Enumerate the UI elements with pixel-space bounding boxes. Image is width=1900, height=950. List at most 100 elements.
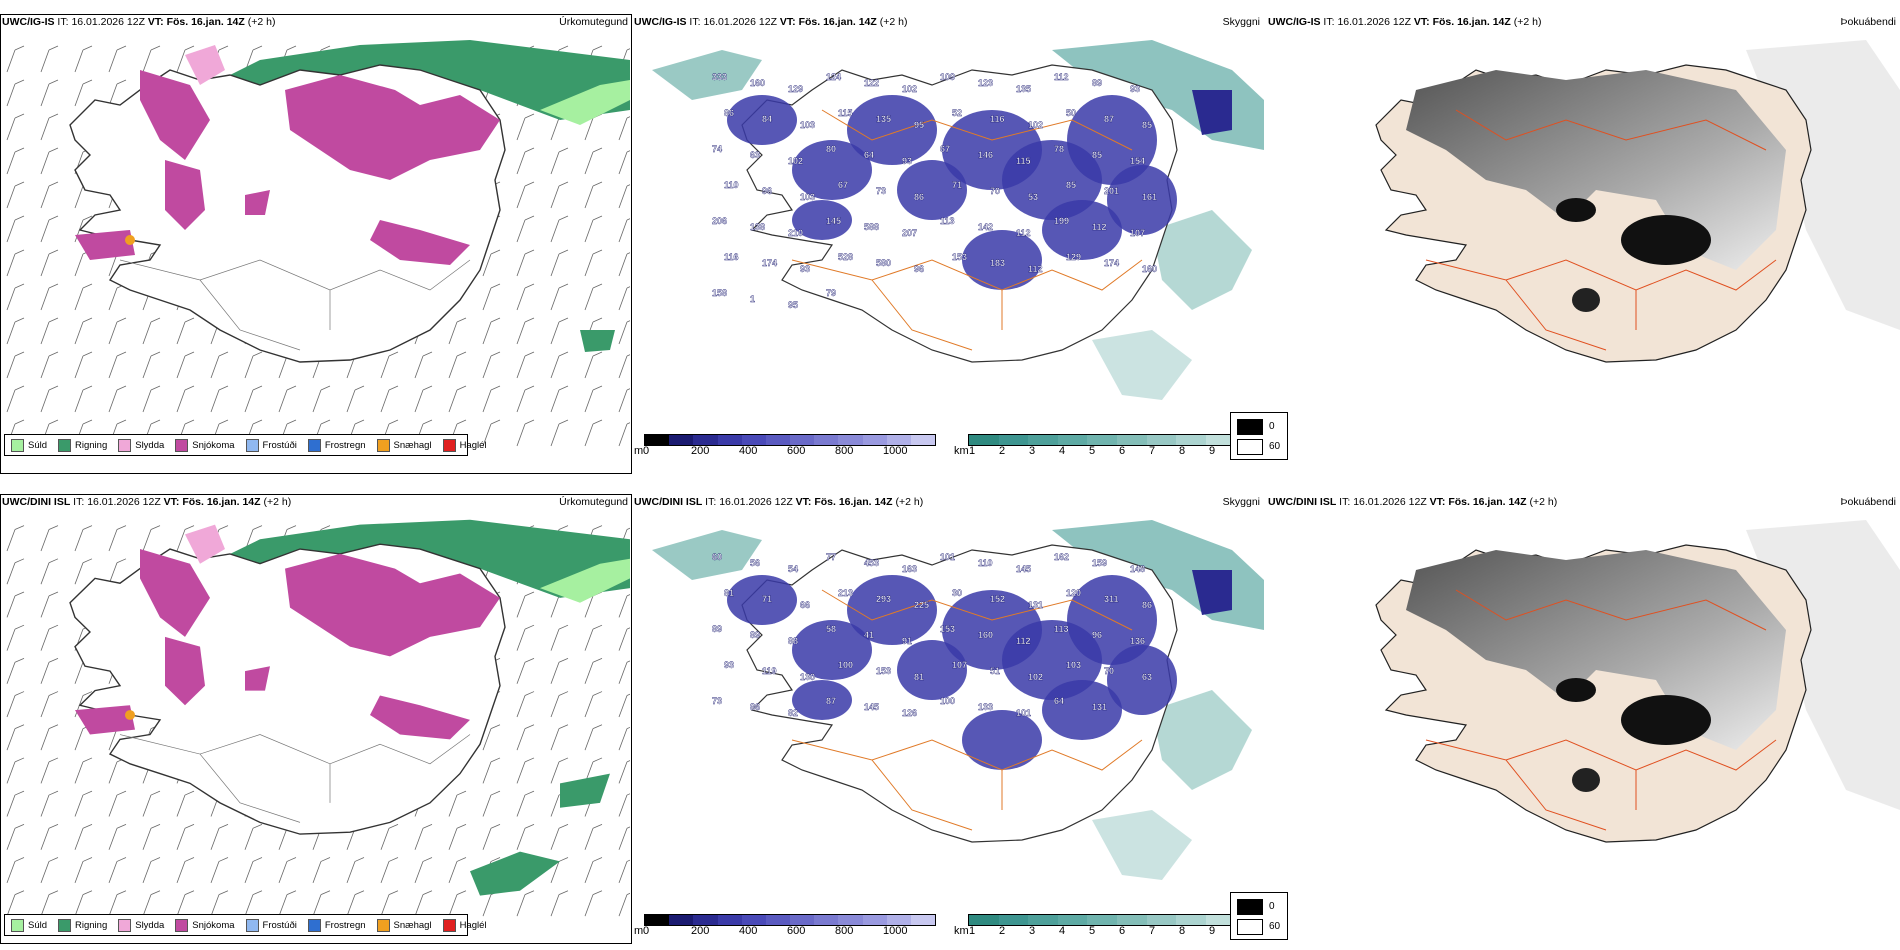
wind-barb xyxy=(278,385,297,413)
init-label: IT: xyxy=(73,496,85,508)
cloud-base-area xyxy=(1042,200,1122,260)
legend-item: Rigning xyxy=(58,918,107,932)
cloud-base-label: 50 xyxy=(1066,108,1076,118)
cloud-base-label: 64 xyxy=(864,150,874,160)
colorbar-segment xyxy=(910,435,936,445)
cloud-base-label: 100 xyxy=(940,696,955,706)
cloud-base-label: 580 xyxy=(876,258,891,268)
cloud-base-label: 109 xyxy=(940,72,955,82)
wind-barb xyxy=(516,317,535,345)
colorbar-segment xyxy=(717,915,742,925)
cloud-header: UWC/IG-IS IT: 16.01.2026 12Z VT: Fös. 16… xyxy=(632,14,1264,30)
snow-area xyxy=(370,695,470,740)
colorbar-segment xyxy=(790,435,815,445)
wind-barb xyxy=(584,419,603,447)
cloud-panel-row2: UWC/DINI ISL IT: 16.01.2026 12Z VT: Fös.… xyxy=(632,494,1266,944)
fog-min-swatch xyxy=(1237,439,1263,455)
wind-barb xyxy=(414,823,433,850)
wind-barb xyxy=(6,283,25,311)
wind-barb xyxy=(176,351,195,379)
cloud-base-label: 81 xyxy=(724,588,734,598)
wind-barb xyxy=(40,79,59,107)
wind-barb xyxy=(108,823,127,850)
init-time: 16.01.2026 12Z xyxy=(87,496,161,508)
cloud-base-label: 101 xyxy=(940,552,955,562)
colorbar-segment xyxy=(645,915,670,925)
wind-barb xyxy=(550,890,569,917)
colorbar-segment xyxy=(765,915,791,925)
wind-barb xyxy=(482,385,501,413)
wind-barb xyxy=(618,760,630,784)
wind-barb xyxy=(516,147,535,175)
colorbar-tick-label: 600 xyxy=(787,445,806,457)
snow-area xyxy=(140,549,210,637)
colorbar-tick-label: 5 xyxy=(1089,445,1096,457)
wind-barb xyxy=(516,419,535,447)
wind-barb xyxy=(312,890,331,917)
cloud-base-label: 81 xyxy=(914,672,924,682)
wind-barb xyxy=(6,790,25,817)
wind-barb xyxy=(516,624,535,651)
cloud-base-label: 528 xyxy=(838,252,853,262)
legend-item: Frostregn xyxy=(307,438,366,452)
cloud-base-label: 153 xyxy=(876,666,891,676)
cloud-base-label: 115 xyxy=(1016,156,1031,166)
wind-barb xyxy=(142,385,161,413)
cloud-base-label: 60 xyxy=(712,552,722,562)
wind-barb xyxy=(584,283,603,311)
colorbar-tick-label: 6 xyxy=(1119,925,1126,937)
snow-area xyxy=(75,705,135,735)
wind-barb xyxy=(550,147,569,175)
cloud-base-label: 206 xyxy=(712,216,727,226)
colorbar-tick-label: 0 xyxy=(643,925,650,937)
cloud-base-area xyxy=(1042,680,1122,740)
colorbar-segment xyxy=(838,915,863,925)
colorbar-tick-label: 600 xyxy=(787,925,806,937)
wind-barb xyxy=(40,525,59,552)
wind-barb xyxy=(516,890,535,917)
legend-swatch xyxy=(118,918,132,932)
wind-barb xyxy=(346,857,365,884)
wind-barb xyxy=(108,317,127,345)
valid-time: VT: Fös. 16.jan. 14Z xyxy=(1429,496,1527,508)
roads xyxy=(791,109,1143,351)
wind-barb xyxy=(550,283,569,311)
wind-barb xyxy=(108,790,127,817)
cloud-base-label: 124 xyxy=(826,72,841,82)
wind-barb xyxy=(6,351,25,379)
wind-barb xyxy=(516,790,535,817)
wind-barb xyxy=(584,624,603,651)
cloud-base-label: 154 xyxy=(1130,156,1145,166)
wind-barb xyxy=(108,79,127,107)
precip-legend: Súld Rigning Slydda Snjókoma Frostúði Frostre… xyxy=(4,434,487,456)
wind-barb xyxy=(176,890,195,917)
cloud-base-label: 84 xyxy=(762,114,772,124)
colorbar-tick-label: 5 xyxy=(1089,925,1096,937)
colorbar-tick-label: 3 xyxy=(1029,925,1036,937)
cloud-base-label: 148 xyxy=(1130,564,1145,574)
wind-barb xyxy=(346,385,365,413)
legend-swatch xyxy=(11,438,24,452)
wind-barb xyxy=(448,385,467,413)
colorbar-segment xyxy=(693,435,718,445)
lead-time: (+2 h) xyxy=(895,496,924,508)
cloud-base-label: 199 xyxy=(1054,216,1069,226)
colorbar-segment xyxy=(1176,435,1206,445)
wind-barb xyxy=(278,857,297,884)
cloud-base-label: 1 xyxy=(750,294,755,304)
cloud-base-label: 77 xyxy=(826,552,836,562)
fog-max-swatch xyxy=(1237,419,1263,435)
legend-label: Snæhagl xyxy=(393,439,432,451)
colorbar-segment xyxy=(741,435,766,445)
wind-barb xyxy=(482,317,501,345)
cloud-base-label: 210 xyxy=(788,228,803,238)
colorbar-segment xyxy=(886,915,911,925)
wind-barb xyxy=(108,385,127,413)
init-label: IT: xyxy=(57,16,69,28)
cloud-base-area xyxy=(727,95,797,145)
roads xyxy=(1425,109,1777,351)
valid-time: VT: Fös. 16.jan. 14Z xyxy=(795,496,893,508)
wind-barb xyxy=(176,790,195,817)
cloud-base-label: 133 xyxy=(978,702,993,712)
legend-swatch xyxy=(118,438,132,452)
